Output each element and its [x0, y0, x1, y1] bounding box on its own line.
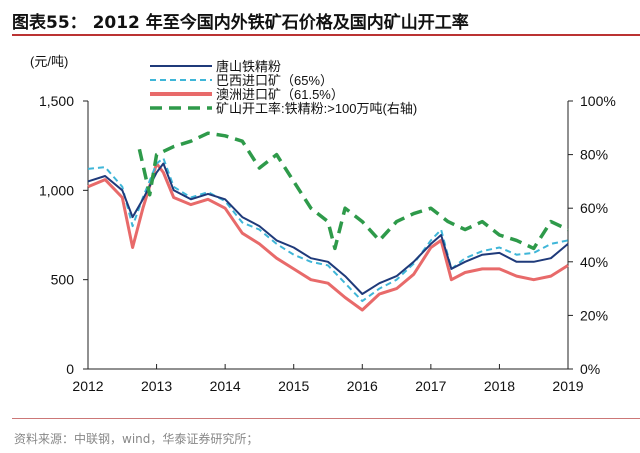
series-line-2: [87, 162, 569, 312]
legend-label-2: 澳洲进口矿（61.5%）: [216, 87, 344, 102]
y-axis-label: (元/吨): [30, 54, 68, 69]
figure-title: 图表55： 2012 年至今国内外铁矿石价格及国内矿山开工率: [12, 13, 469, 33]
y-tick-label: 1,500: [39, 93, 74, 109]
y2-tick-label: 0%: [580, 361, 600, 377]
title-divider: [12, 34, 640, 36]
y2-tick-label: 100%: [580, 93, 616, 109]
x-tick-label: 2015: [278, 378, 309, 394]
y-tick-label: 0: [66, 361, 74, 377]
y-tick-label: 500: [51, 272, 75, 288]
y-tick-label: 1,000: [39, 182, 74, 198]
line-chart: (元/吨) 唐山铁精粉巴西进口矿（65%）澳洲进口矿（61.5%）矿山开工率:铁…: [30, 54, 616, 394]
series-line-1: [87, 157, 569, 303]
x-tick-label: 2016: [347, 378, 378, 394]
x-tick-label: 2012: [72, 378, 103, 394]
x-tick-label: 2014: [210, 378, 241, 394]
x-tick-label: 2019: [552, 378, 583, 394]
y2-tick-label: 40%: [580, 254, 608, 270]
series-line-3: [137, 131, 569, 251]
footer-divider: [12, 418, 640, 419]
series-line-0: [87, 162, 569, 295]
legend-label-3: 矿山开工率:铁精粉:>100万吨(右轴): [216, 101, 417, 116]
legend-label-0: 唐山铁精粉: [216, 59, 281, 74]
x-tick-label: 2017: [415, 378, 446, 394]
y2-tick-label: 80%: [580, 147, 608, 163]
legend-label-1: 巴西进口矿（65%）: [216, 73, 333, 88]
y2-tick-label: 20%: [580, 307, 608, 323]
source-note: 资料来源：中联钢，wind，华泰证券研究所；: [14, 432, 259, 446]
x-tick-label: 2013: [141, 378, 172, 394]
legend: 唐山铁精粉巴西进口矿（65%）澳洲进口矿（61.5%）矿山开工率:铁精粉:>10…: [150, 59, 417, 116]
x-tick-label: 2018: [484, 378, 515, 394]
y2-tick-label: 60%: [580, 200, 608, 216]
